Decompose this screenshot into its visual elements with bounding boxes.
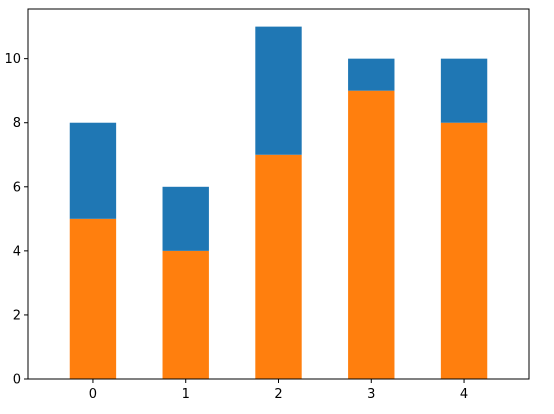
bar-segment bbox=[348, 90, 395, 380]
bar-segment bbox=[69, 122, 117, 219]
axes-layer: 0 1 2 3 4 0 2 4 6 8 10 bbox=[4, 52, 468, 402]
plot-frame bbox=[27, 8, 530, 380]
y-tick-label: 0 bbox=[13, 373, 21, 388]
y-tick-label: 10 bbox=[4, 52, 21, 67]
x-tick-label: 2 bbox=[274, 387, 282, 402]
bar-segment bbox=[162, 250, 209, 379]
x-tick-label: 0 bbox=[89, 387, 97, 402]
bar-segment bbox=[255, 26, 302, 155]
x-tick-label: 4 bbox=[460, 387, 468, 402]
bars-layer bbox=[69, 26, 488, 380]
bar-segment bbox=[162, 186, 209, 251]
bar-segment bbox=[255, 154, 302, 379]
y-tick-label: 2 bbox=[13, 308, 21, 323]
x-tick-label: 3 bbox=[367, 387, 375, 402]
x-tick-label: 1 bbox=[182, 387, 190, 402]
bar-segment bbox=[440, 122, 488, 379]
bar-segment bbox=[440, 58, 488, 123]
bar-segment bbox=[69, 218, 117, 379]
y-tick-label: 4 bbox=[13, 244, 21, 259]
bar-segment bbox=[348, 58, 395, 91]
y-tick-label: 8 bbox=[13, 116, 21, 131]
y-tick-label: 6 bbox=[13, 180, 21, 195]
